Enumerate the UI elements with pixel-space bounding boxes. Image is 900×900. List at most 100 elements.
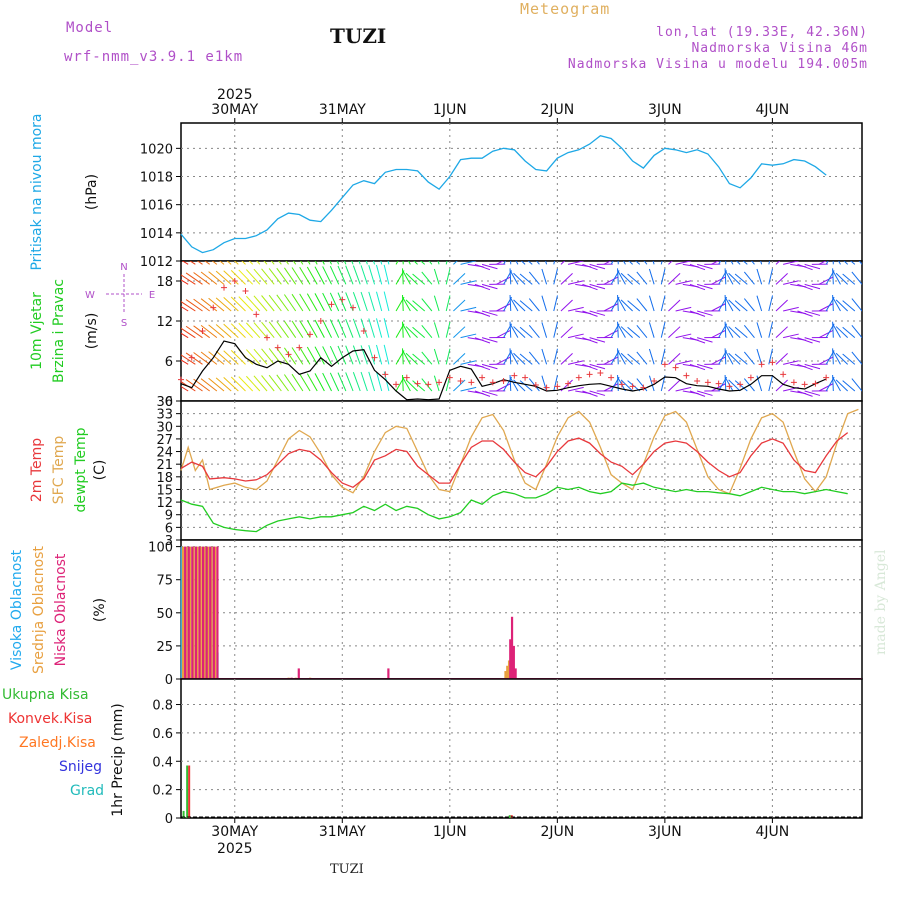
wind-vector (248, 261, 254, 265)
wind-vector (421, 298, 433, 312)
cloud-bar-mid (199, 546, 202, 679)
wind-vector (756, 268, 763, 285)
wind-vector (603, 329, 619, 339)
wind-vector (560, 326, 573, 339)
wind-vector (496, 383, 511, 392)
wind-vector (496, 356, 511, 365)
wind-vector (513, 272, 526, 285)
cloud-bar-low (201, 546, 205, 679)
ylabel-line: Pritisak na nivou mora (29, 113, 45, 270)
wind-vector (496, 303, 511, 312)
cloud-bar-mid (188, 546, 192, 679)
wind-vector (553, 268, 558, 285)
wind-vector (365, 261, 368, 265)
wind-vector (268, 268, 282, 285)
compass-s: S (121, 318, 127, 329)
wind-vector (768, 268, 773, 285)
wind-vector (743, 271, 755, 285)
temp-2m-line (180, 432, 849, 489)
temperature-ytick-label: 18 (156, 471, 173, 486)
wind-vector (283, 320, 297, 338)
wind-gust-mark (565, 380, 572, 387)
temperature-ytick-label: 9 (165, 509, 173, 524)
wind-vector (185, 272, 203, 285)
ylabel-line: SFC Temp (51, 436, 67, 505)
wind-gust-mark (823, 374, 830, 381)
wind-vector (617, 270, 626, 285)
ylabel-line: Brzina i Pravac (51, 279, 67, 383)
wind-vector (405, 326, 418, 339)
wind-vector (728, 326, 741, 339)
wind-vector (652, 261, 655, 265)
wind-gust-mark (264, 334, 271, 341)
wind-vector (230, 323, 246, 339)
wind-gust-mark (285, 351, 292, 358)
cloud-panel: 0 25 50 75 100 (148, 539, 863, 688)
precip-bar-total (186, 765, 189, 818)
pressure-ytick-label: 1018 (140, 171, 173, 186)
wind-vector (329, 372, 340, 392)
wind-vector (617, 350, 626, 365)
wind-gust-mark (661, 361, 668, 368)
wind-gust-mark (618, 381, 625, 388)
wind-gust-mark (360, 328, 367, 334)
cloud-ytick-label: 100 (148, 541, 173, 556)
wind-gust-mark (393, 381, 400, 388)
wind-vector (445, 268, 451, 285)
wind-vector (496, 329, 511, 339)
wind-vector (582, 263, 598, 271)
wind-gust-mark (382, 371, 389, 378)
cloud-bar-low (297, 668, 300, 679)
wind-vector (238, 269, 254, 285)
wind-vector (322, 372, 332, 392)
wind-vector (775, 352, 788, 365)
wind-vector (835, 272, 849, 285)
wind-vector (412, 326, 426, 339)
wind-vector (428, 261, 433, 265)
wind-vector (675, 386, 692, 392)
wind-vector (567, 306, 584, 312)
model-label: Model (66, 20, 114, 36)
ylabel-line: 10m Vjetar (29, 292, 45, 370)
wind-vector (352, 292, 361, 312)
wind-vector (336, 261, 340, 265)
pressure-ytick-label: 1016 (140, 199, 173, 214)
wind-vector (276, 321, 289, 338)
wind-vector (368, 371, 376, 392)
wind-vector (783, 280, 799, 285)
wind-vector (383, 264, 390, 285)
wind-vector (724, 323, 734, 338)
wind-vector (636, 298, 648, 312)
wind-gust-mark (457, 378, 464, 384)
wind-vector (283, 374, 297, 392)
wind-vector (402, 350, 411, 365)
wind-vector (405, 379, 418, 392)
wind-vector (818, 329, 834, 339)
wind-vector (433, 375, 440, 392)
wind-vector (383, 291, 390, 312)
precip-bar-convective (188, 765, 191, 818)
wind-vector (660, 348, 666, 365)
wind-gust-mark (479, 374, 486, 381)
wind-vector (636, 271, 648, 285)
wind-vector (402, 296, 411, 312)
wind-gust-mark (446, 374, 453, 381)
wind-vector (627, 353, 641, 365)
wind-vector (219, 261, 225, 265)
ylabel-line: (%) (92, 598, 108, 622)
wind-vector (474, 390, 491, 397)
wind-vector (797, 283, 813, 291)
cloud-bar-mid (214, 546, 217, 679)
wind-vector (724, 296, 734, 312)
wind-gust-mark (328, 301, 335, 308)
wind-vector (735, 261, 741, 265)
wind-vector (402, 323, 411, 338)
wind-vector (241, 261, 246, 265)
wind-vector (858, 261, 862, 265)
wind-vector (474, 310, 491, 317)
wind-vector (660, 321, 666, 338)
wind-vector (200, 271, 218, 285)
cloud-bar-mid (185, 546, 188, 679)
cloud-bar-mid (210, 546, 213, 679)
precip-ytick-label: 0 (165, 812, 173, 827)
